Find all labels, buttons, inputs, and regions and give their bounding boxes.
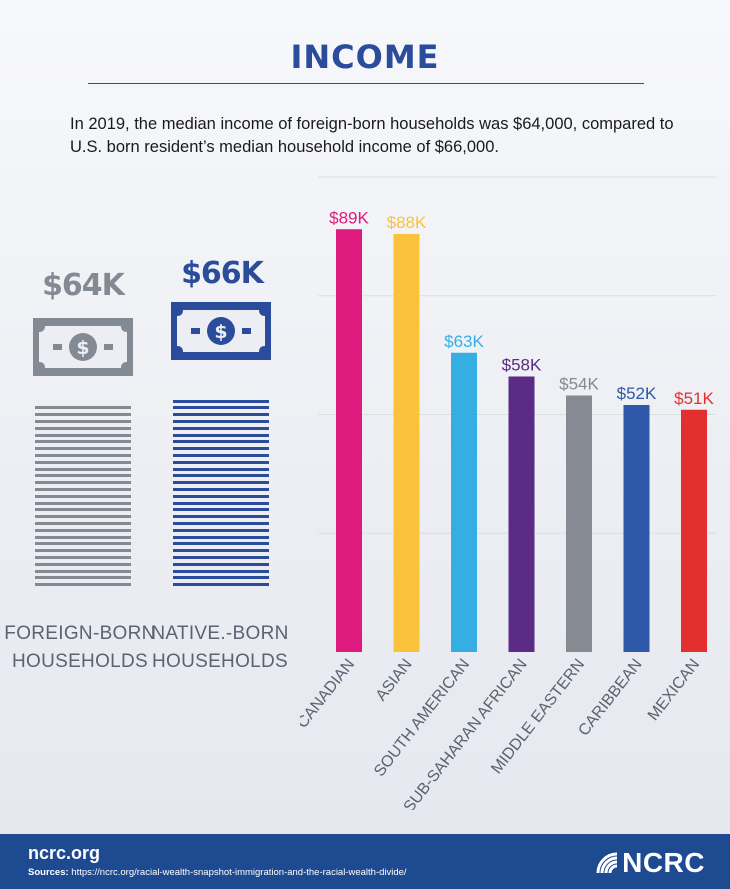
bar [393,234,420,652]
income-stack-line [173,460,269,464]
bar [451,352,477,652]
income-stack-line [173,487,269,491]
sources-label: Sources: [28,867,69,878]
category-label: CANADIAN [300,656,358,732]
income-stack-line [35,562,131,566]
dollar-bill-icon: $ [171,302,271,360]
category-label: ASIAN [373,656,416,704]
intro-text: In 2019, the median income of foreign-bo… [70,115,674,156]
native-born-income-stack [173,399,269,590]
income-stack-line [35,569,131,573]
income-stack-line [173,494,269,498]
data-label: $54K [559,375,599,394]
income-stack-line [173,467,269,471]
native-born-label-line1: NATIVE.-BORN [151,623,289,644]
income-stack-line [173,569,269,573]
bar [508,376,535,652]
income-stack-line [173,515,269,519]
income-stack-line [35,555,131,559]
income-stack-line [35,515,131,519]
footer-site-link[interactable]: ncrc.org [28,843,101,863]
svg-text:$: $ [76,337,89,359]
income-stack-line [35,508,131,512]
bar [566,395,592,652]
ncrc-logo-text: NCRC [622,847,705,878]
income-stack-line [35,481,131,485]
bar [336,229,362,652]
category-label: MEXICAN [645,656,703,724]
income-stack-line [35,474,131,478]
page-title: INCOME [290,38,440,76]
bar [681,409,707,652]
income-stack-line [35,433,131,437]
category-label: SOUTH AMERICAN [371,656,473,780]
income-stack-line [173,562,269,566]
income-stack-line [173,419,269,423]
foreign-born-income-stack [35,406,131,590]
income-stack-line [35,501,131,505]
ncrc-logo-mark-icon [596,852,618,874]
income-stack-line [35,583,131,587]
income-stack-line [35,542,131,546]
footer-sources: Sources: https://ncrc.org/racial-wealth-… [28,867,407,878]
income-stack-line [173,453,269,457]
income-stack-line [35,494,131,498]
income-stack-line [173,528,269,532]
bar [623,405,650,652]
income-stack-line [173,413,269,417]
income-stack-line [173,440,269,444]
income-stack-line [173,481,269,485]
foreign-born-label-line1: FOREIGN-BORN [4,623,156,644]
income-stack-line [35,460,131,464]
income-stack-line [173,576,269,580]
dollar-bill-icon: $ [33,318,133,376]
income-stack-line [173,555,269,559]
income-stack-line [173,583,269,587]
income-stack-line [173,542,269,546]
income-stack-line [173,474,269,478]
income-stack-line [35,549,131,553]
income-stack-line [35,426,131,430]
income-stack-line [173,501,269,505]
income-stack-line [173,426,269,430]
data-label: $88K [387,213,427,232]
income-stack-line [173,521,269,525]
income-stack-line [35,419,131,423]
income-stack-line [173,447,269,451]
income-stack-line [173,406,269,410]
native-born-label-line2: HOUSEHOLDS [151,651,289,672]
data-label: $58K [502,356,542,375]
income-stack-line [35,447,131,451]
sources-url[interactable]: https://ncrc.org/racial-wealth-snapshot-… [71,867,407,878]
svg-text:$: $ [214,321,227,343]
ncrc-logo: NCRC [595,847,705,879]
income-stack-line [35,487,131,491]
foreign-born-label: FOREIGN-BORN HOUSEHOLDS [0,620,170,676]
foreign-born-label-line2: HOUSEHOLDS [11,651,149,672]
income-stack-line [35,453,131,457]
native-born-value: $66K [181,256,264,291]
income-stack-line [173,433,269,437]
income-stack-line [35,413,131,417]
foreign-born-value: $64K [42,268,125,303]
income-stack-line [35,535,131,539]
income-stack-line [35,528,131,532]
income-stack-line [35,576,131,580]
footer-bar: ncrc.org Sources: https://ncrc.org/racia… [0,834,730,889]
income-stack-line [173,399,269,403]
income-stack-line [35,521,131,525]
income-stack-line [173,535,269,539]
income-stack-line [35,406,131,410]
data-label: $89K [329,208,369,227]
income-stack-line [173,549,269,553]
data-label: $51K [674,389,714,408]
income-stack-line [173,508,269,512]
title-divider [88,83,644,84]
data-label: $63K [444,332,484,351]
income-stack-line [35,440,131,444]
data-label: $52K [617,384,657,403]
income-stack-line [35,467,131,471]
income-by-origin-chart: $89K CANADIAN $88K ASIAN $63K SOUTH AMERICAN $… [300,176,716,810]
native-born-label: NATIVE.-BORN HOUSEHOLDS [130,620,310,676]
